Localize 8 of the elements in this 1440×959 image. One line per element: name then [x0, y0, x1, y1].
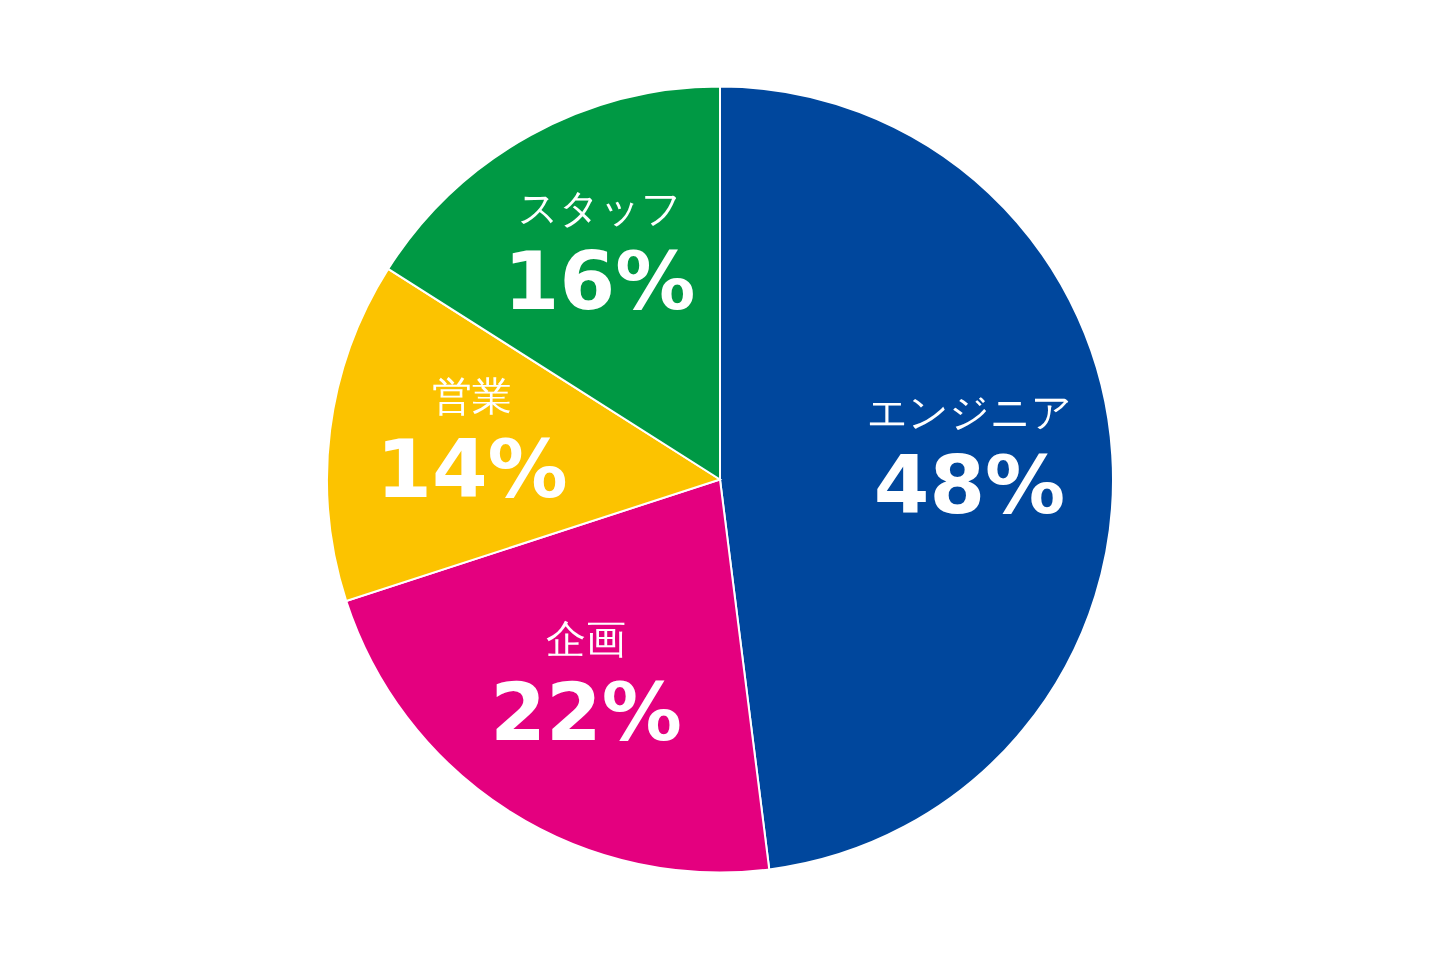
slice-label: 営業	[431, 373, 512, 420]
slice-label: エンジニア	[867, 388, 1073, 435]
data-label: 48%	[873, 438, 1066, 532]
slice-label: 企画	[546, 615, 627, 662]
data-label: 22%	[490, 665, 682, 759]
data-label: 14%	[376, 423, 568, 517]
data-label: 16%	[503, 235, 696, 329]
slice-label: スタッフ	[517, 185, 682, 232]
